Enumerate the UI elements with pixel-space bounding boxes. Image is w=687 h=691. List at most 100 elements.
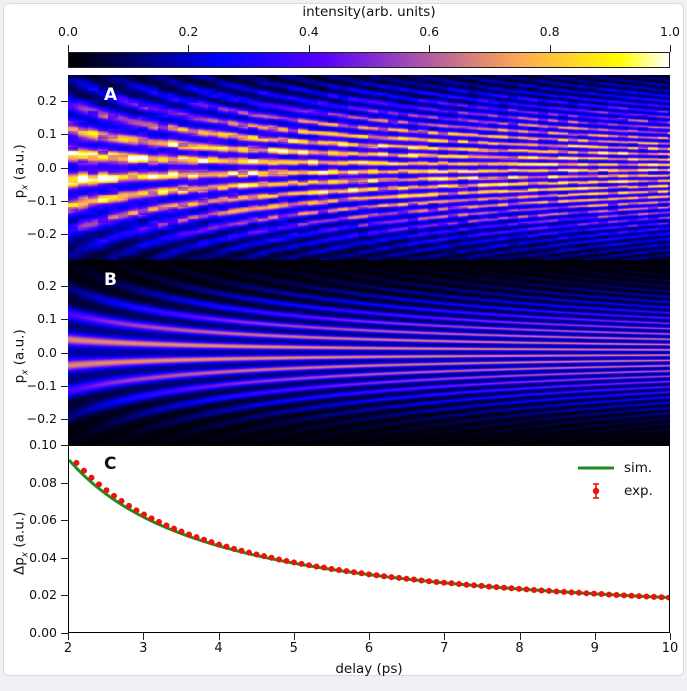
exp-data-point	[261, 553, 267, 560]
exp-data-point	[126, 502, 132, 509]
panel_c-y-tick-label: 0.08	[29, 474, 57, 490]
panel-b-y-label: px (a.u.)	[12, 301, 31, 411]
exp-data-point	[283, 557, 290, 564]
exp-data-point	[546, 587, 552, 594]
panel-b-y-label-unit: (a.u.)	[11, 329, 28, 370]
x-axis-tick-label: 7	[440, 641, 449, 656]
panel_b-y-tick-label: −0.1	[26, 377, 57, 393]
panel_c-y-tick-label: 0.04	[29, 549, 57, 565]
exp-data-point	[388, 574, 395, 581]
colorbar-tick-mark	[549, 45, 551, 52]
exp-data-point	[591, 590, 597, 597]
panel_c-y-tick-mark	[61, 520, 68, 522]
exp-data-point	[651, 593, 657, 600]
panel_c-y-tick-label: 0.06	[29, 512, 57, 528]
colorbar-tick-mark	[68, 45, 69, 52]
colorbar-tick-label: 0.8	[539, 24, 560, 39]
exp-data-point	[193, 534, 200, 541]
panel-a-y-label-symbol: p	[11, 189, 28, 199]
exp-data-point	[268, 554, 275, 561]
panel_c-y-tick-label: 0.00	[29, 625, 57, 640]
heatmap-panel-a	[68, 75, 670, 260]
panel_a-y-tick-mark	[61, 134, 68, 136]
colorbar-tick-mark	[188, 45, 190, 52]
exp-data-point	[208, 539, 215, 546]
exp-data-point	[73, 459, 80, 466]
legend-sim-line-sample	[578, 466, 614, 470]
exp-data-point	[441, 579, 447, 586]
exp-data-point	[643, 593, 650, 600]
panel-c-y-label-symbol: Δp	[11, 557, 28, 576]
exp-data-point	[156, 518, 162, 525]
x-axis-tick-mark	[444, 633, 446, 640]
exp-data-point	[418, 577, 425, 584]
exp-data-point	[666, 594, 669, 601]
exp-data-point	[501, 584, 507, 591]
panel-c-y-label-sub: x	[20, 551, 31, 558]
exp-data-point	[463, 581, 470, 588]
panel_c-y-tick-label: 0.02	[29, 587, 57, 603]
legend-sim-label: sim.	[624, 460, 653, 476]
exp-data-point	[568, 589, 575, 596]
x-axis-tick-mark	[670, 633, 671, 640]
x-axis-tick-label: 9	[590, 641, 599, 656]
exp-data-point	[471, 582, 477, 589]
exp-data-point	[411, 576, 417, 583]
exp-data-point	[216, 541, 222, 548]
exp-data-point	[403, 575, 410, 582]
x-axis-tick-label: 6	[364, 641, 374, 656]
exp-data-point	[538, 587, 545, 594]
exp-data-point	[223, 543, 230, 550]
exp-data-point	[238, 547, 245, 554]
panel-c-y-label: Δpx (a.u.)	[12, 488, 31, 598]
panel_a-y-tick-label: 0.1	[37, 126, 57, 142]
colorbar	[68, 52, 670, 68]
exp-data-point	[141, 511, 147, 518]
exp-data-point	[291, 559, 297, 566]
x-axis-tick-label: 8	[515, 641, 524, 656]
exp-data-point	[516, 585, 522, 592]
exp-data-point	[81, 467, 87, 474]
exp-data-point	[621, 592, 627, 599]
exp-data-point	[628, 592, 635, 599]
exp-data-point	[178, 528, 185, 535]
x-axis-tick-mark	[143, 633, 145, 640]
x-axis-tick-label: 10	[661, 641, 679, 656]
exp-data-point	[613, 591, 620, 598]
panel-a-y-label-sub: x	[20, 184, 31, 190]
x-axis-tick-label: 3	[139, 641, 148, 656]
exp-data-point	[148, 515, 155, 522]
exp-data-point	[553, 588, 560, 595]
panel_b-y-tick-mark	[61, 352, 68, 354]
colorbar-tick-label: 0.4	[298, 24, 319, 39]
exp-data-point	[246, 549, 252, 556]
exp-data-point	[336, 567, 342, 574]
legend-exp-label: exp.	[624, 483, 653, 499]
panel-c-letter: C	[104, 454, 117, 474]
exp-data-point	[523, 586, 530, 593]
exp-data-point	[456, 581, 462, 588]
colorbar-tick-mark	[308, 45, 310, 52]
panel_b-y-tick-label: 0.2	[37, 278, 57, 294]
exp-data-point	[358, 570, 365, 577]
exp-data-point	[88, 474, 95, 481]
panel_a-y-tick-mark	[61, 101, 68, 103]
exp-data-point	[306, 562, 312, 569]
panel_c-y-tick-mark	[61, 595, 68, 597]
exp-data-point	[103, 487, 110, 494]
exp-data-point	[576, 589, 582, 596]
panel_c-y-tick-mark	[61, 445, 68, 446]
exp-data-point	[276, 556, 282, 563]
panel_a-y-tick-label: −0.1	[26, 192, 57, 208]
x-axis-tick-label: 5	[289, 641, 298, 656]
panel-c-y-label-unit: (a.u.)	[11, 511, 28, 552]
exp-data-point	[433, 578, 440, 585]
exp-data-point	[328, 565, 335, 572]
exp-data-point	[298, 560, 305, 567]
exp-data-point	[321, 564, 327, 571]
panel_a-y-tick-mark	[61, 200, 68, 202]
exp-data-point	[96, 481, 102, 488]
panel_a-y-tick-label: −0.2	[26, 225, 57, 241]
panel-b-y-label-sub: x	[20, 369, 31, 375]
x-axis-tick-label: 2	[63, 641, 73, 656]
